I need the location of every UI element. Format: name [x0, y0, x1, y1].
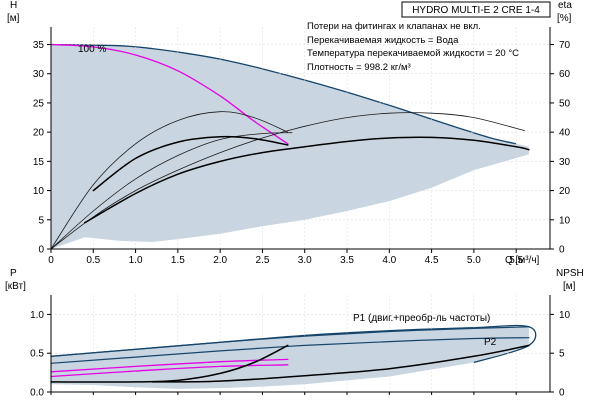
- head-chart-series-thick-5: [92, 135, 289, 192]
- p2-label: P2: [484, 337, 497, 348]
- head-chart-tick-label-x: 3.5: [340, 255, 354, 266]
- power-chart-series-thick-5: [50, 344, 289, 383]
- head-chart-tick-label-x: 5.0: [467, 255, 481, 266]
- head-efficiency-chart: 0 5 10 15 20 25 30 35 0 10 20 30 40 50 60 70 0 0.5 1.0 1.5 2…: [7, 0, 572, 266]
- power-chart-series-magenta-4: [50, 364, 289, 378]
- p1-label: P1 (двиг.+преобр-ль частоты): [353, 312, 490, 324]
- head-chart-tick-label-x: 4.5: [425, 255, 439, 266]
- head-chart-series-thin-2: [50, 111, 289, 250]
- head-chart-tick-label-x: 2.5: [255, 255, 269, 266]
- head-chart-tick-label-right: 50: [559, 98, 571, 109]
- head-chart-tick-label-x: 0: [48, 255, 54, 266]
- power-chart-tick-label-left: 1.0: [30, 310, 44, 321]
- chart-title: HYDRO MULTI-E 2 CRE 1-4: [412, 5, 540, 16]
- head-chart-tick-label-right: 70: [559, 40, 571, 51]
- head-chart-tick-label-right: 0: [559, 245, 565, 256]
- power-chart-tick-label-right: 5: [559, 349, 565, 360]
- power-npsh-chart: 0.0 0.5 1.0 0 5 10 P [кВт] NPSH [м] P1 (двиг.…: [5, 268, 584, 399]
- head-chart-envelope-outline: [50, 43, 517, 145]
- head-chart-series-magenta-1: [50, 43, 289, 145]
- head-chart-tick-label-x: 1.5: [171, 255, 185, 266]
- power-unit: [кВт]: [5, 281, 26, 292]
- head-chart-tick-label-x: 1.0: [129, 255, 143, 266]
- head-chart-tick-label-right: 60: [559, 69, 571, 80]
- head-chart-operating-envelope: [51, 44, 529, 249]
- power-chart-tick-label-right: 10: [559, 310, 571, 321]
- power-label: P: [10, 268, 17, 279]
- y-left-unit: [м]: [7, 13, 20, 24]
- power-chart-series-navy-2: [50, 337, 530, 364]
- npsh-label: NPSH: [556, 268, 584, 279]
- power-chart-tick-label-right: 0: [559, 388, 565, 399]
- head-chart-tick-label-x: 3.0: [298, 255, 312, 266]
- head-chart-tick-label-left: 5: [38, 215, 44, 226]
- head-chart-tick-label-x: 4.0: [382, 255, 396, 266]
- note-temperature: Температура перекачиваемой жидкости = 20…: [307, 48, 519, 59]
- speed-annotation: 100 %: [78, 44, 106, 55]
- npsh-unit: [м]: [563, 281, 576, 292]
- power-chart-tick-label-left: 0.5: [30, 349, 44, 360]
- y-right-label: eta: [558, 0, 572, 11]
- head-chart-tick-label-x: 5.5: [509, 255, 523, 266]
- head-chart-tick-label-left: 20: [33, 128, 45, 139]
- head-chart-tick-label-left: 0: [38, 245, 44, 256]
- head-chart-tick-label-x: 0.5: [86, 255, 100, 266]
- x-axis-label: Q [м³/ч]: [505, 255, 540, 266]
- power-chart-series-thick-6: [151, 344, 530, 383]
- head-chart-tick-label-left: 35: [33, 40, 45, 51]
- head-chart-tick-label-right: 30: [559, 157, 571, 168]
- head-chart-tick-label-left: 10: [33, 186, 45, 197]
- head-chart-tick-label-left: 30: [33, 69, 45, 80]
- y-left-label: H: [10, 0, 17, 11]
- head-chart-series-thin-3: [50, 132, 293, 250]
- chart-title-box: [401, 1, 551, 18]
- power-chart-operating-envelope: [51, 326, 529, 389]
- note-fittings: Потери на фитингах и клапанах не вкл.: [307, 21, 481, 32]
- head-chart-tick-label-left: 15: [33, 157, 45, 168]
- head-chart-series-thin-4: [50, 112, 525, 250]
- power-chart-series-magenta-3: [50, 358, 289, 373]
- head-chart-series-thick-6: [84, 136, 530, 224]
- head-chart-tick-label-right: 40: [559, 128, 571, 139]
- y-right-unit: [%]: [557, 13, 572, 24]
- head-chart-tick-label-right: 10: [559, 215, 571, 226]
- note-density: Плотность = 998.2 кг/м³: [307, 62, 411, 73]
- power-chart-series-navy-1: [50, 326, 530, 357]
- head-chart-tick-label-x: 2.0: [213, 255, 227, 266]
- note-liquid: Перекачиваемая жидкость = Вода: [307, 35, 459, 46]
- head-chart-tick-label-right: 20: [559, 186, 571, 197]
- head-chart-tick-label-left: 25: [33, 98, 45, 109]
- power-chart-tick-label-left: 0.0: [30, 388, 44, 399]
